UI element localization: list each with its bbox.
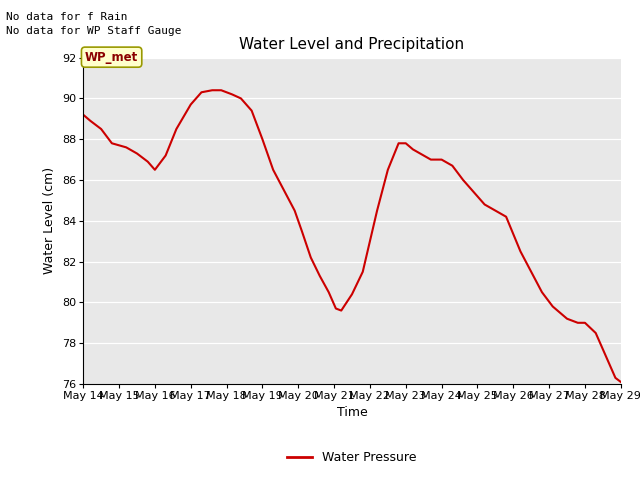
Legend: Water Pressure: Water Pressure [282,446,422,469]
Text: WP_met: WP_met [85,51,138,64]
X-axis label: Time: Time [337,407,367,420]
Title: Water Level and Precipitation: Water Level and Precipitation [239,37,465,52]
Text: No data for f Rain: No data for f Rain [6,12,128,22]
Y-axis label: Water Level (cm): Water Level (cm) [44,167,56,275]
Text: No data for WP Staff Gauge: No data for WP Staff Gauge [6,26,182,36]
